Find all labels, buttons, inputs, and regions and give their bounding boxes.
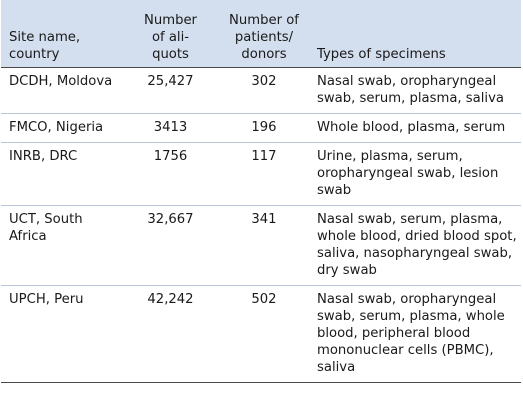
cell-specimens: Nasal swab, oropharyngeal swab, serum, p… xyxy=(317,292,505,375)
cell-aliquots: 1756 xyxy=(153,149,188,164)
cell-aliquots: 25,427 xyxy=(147,74,194,89)
cell-site: DCDH, Moldova xyxy=(9,74,113,89)
header-aliquots-line2: of ali- xyxy=(151,30,190,45)
header-row: Site name, country Number of ali- quots … xyxy=(1,0,521,68)
table-body: DCDH, Moldova 25,427 302 Nasal swab, oro… xyxy=(1,68,521,383)
header-aliquots: Number of ali- quots xyxy=(122,0,219,68)
header-patients-line3: donors xyxy=(241,47,287,62)
header-specimens: Types of specimens xyxy=(309,0,521,68)
specimen-table: Site name, country Number of ali- quots … xyxy=(1,0,521,383)
header-site: Site name, country xyxy=(1,0,122,68)
cell-specimens: Whole blood, plasma, serum xyxy=(317,120,506,135)
cell-specimens: Nasal swab, serum, plasma, whole blood, … xyxy=(317,212,517,278)
header-patients: Number of patients/ donors xyxy=(219,0,309,68)
table-row: DCDH, Moldova 25,427 302 Nasal swab, oro… xyxy=(1,68,521,114)
cell-specimens: Urine, plasma, serum, oropharyngeal swab… xyxy=(317,149,499,198)
header-site-line1: Site name, xyxy=(9,30,81,45)
cell-patients: 341 xyxy=(251,212,277,227)
header-patients-line2: patients/ xyxy=(234,30,294,45)
cell-aliquots: 42,242 xyxy=(147,292,194,307)
table-header: Site name, country Number of ali- quots … xyxy=(1,0,521,68)
cell-patients: 502 xyxy=(251,292,277,307)
table-row: UCT, South Africa 32,667 341 Nasal swab,… xyxy=(1,206,521,286)
table-row: UPCH, Peru 42,242 502 Nasal swab, oropha… xyxy=(1,286,521,383)
header-aliquots-line1: Number xyxy=(144,13,197,28)
table-row: INRB, DRC 1756 117 Urine, plasma, serum,… xyxy=(1,143,521,206)
cell-site: UPCH, Peru xyxy=(9,292,84,307)
cell-specimens: Nasal swab, oropharyngeal swab, serum, p… xyxy=(317,74,504,106)
header-aliquots-line3: quots xyxy=(152,47,189,62)
cell-patients: 302 xyxy=(251,74,277,89)
table-row: FMCO, Nigeria 3413 196 Whole blood, plas… xyxy=(1,114,521,143)
cell-patients: 117 xyxy=(251,149,277,164)
cell-aliquots: 3413 xyxy=(153,120,188,135)
cell-patients: 196 xyxy=(251,120,277,135)
cell-site: INRB, DRC xyxy=(9,149,78,164)
header-site-line2: country xyxy=(9,47,60,62)
header-patients-line1: Number of xyxy=(229,13,299,28)
cell-aliquots: 32,667 xyxy=(147,212,194,227)
cell-site: UCT, South Africa xyxy=(9,212,83,244)
cell-site: FMCO, Nigeria xyxy=(9,120,104,135)
